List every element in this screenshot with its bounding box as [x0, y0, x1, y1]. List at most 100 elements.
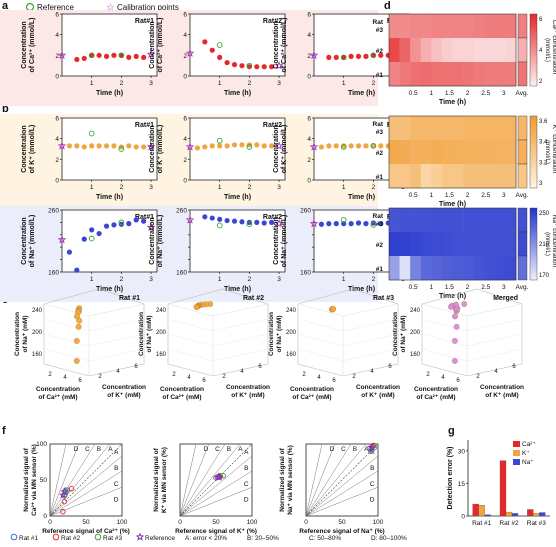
- calibration-star-icon: [185, 142, 195, 151]
- legend-item-label: Reference: [145, 535, 175, 542]
- x-tick-label: 1: [90, 276, 94, 283]
- heatmap-cell: [420, 62, 432, 87]
- reference-point: [118, 146, 125, 152]
- x-axis-label-line2: of Ca²⁺ (mM): [162, 394, 201, 401]
- y-tick-label: 6: [258, 364, 262, 370]
- z-tick-label: 160: [410, 352, 421, 358]
- legend-calibration-label: Calibration points: [117, 3, 179, 12]
- heatmap-Ca: Rat#3 #2 #1 6 4 2 Ca²⁺ concentration(mmol/L) 0.…: [373, 13, 556, 106]
- y-tick-label: 160: [48, 270, 59, 277]
- y-axis-label-line1: Concentration: [21, 21, 28, 68]
- heatmap-cell: [494, 116, 506, 141]
- x-tick-label: 2: [48, 372, 52, 378]
- row-label-rat: Rat: [373, 121, 384, 128]
- data-point: [269, 64, 275, 70]
- calibration-star-icon: [146, 49, 156, 59]
- x-axis-label: Time (h): [348, 194, 375, 201]
- heatmap-cell: [431, 208, 443, 233]
- data-point: [209, 215, 215, 221]
- x-axis-label: Reference signal of K⁺ (%): [175, 528, 257, 535]
- heatmap-cell: [431, 62, 443, 87]
- heatmap-cell: [420, 116, 432, 141]
- x-tick-label: 1: [342, 184, 346, 191]
- rat-label: Rat#1: [135, 18, 154, 25]
- data-point: [326, 221, 332, 227]
- z-tick-label: 240: [286, 308, 297, 314]
- heatmap-avg-cell: [517, 139, 528, 165]
- heatmap-cell: [399, 208, 411, 233]
- row-label: #1: [376, 174, 384, 181]
- zone-label-right: C: [370, 481, 375, 488]
- data-point: [355, 220, 362, 226]
- data-point: [348, 221, 354, 227]
- heatmap-x-axis-label: Time (h): [439, 99, 466, 106]
- legend-series-label: Na⁺: [522, 459, 534, 466]
- row-label: #2: [376, 150, 384, 157]
- y-axis-label-line2: of K⁺ (mM): [361, 392, 394, 399]
- bar: [478, 504, 485, 517]
- heatmap-x-tick-label: 3: [502, 284, 506, 291]
- data-point: [246, 219, 252, 225]
- y-tick-label: 4: [183, 32, 187, 39]
- x-tick-label: 6: [78, 378, 82, 384]
- reference-point: [246, 144, 253, 150]
- error-grid-point: [68, 485, 75, 492]
- colorbar-tick-label: 3.2: [539, 160, 548, 166]
- colorbar-tick-label: 3.6: [539, 119, 548, 125]
- scatter3d-point: [75, 323, 82, 330]
- calibration-star-icon: [146, 142, 156, 151]
- y-tick-label: 6: [512, 364, 516, 370]
- y-axis-label-line1: Normalized signal of: [279, 447, 286, 511]
- panel-title: Merged: [493, 295, 518, 302]
- y-axis-label-line2: of Ca²⁺ (mmol/L): [29, 17, 36, 72]
- legend-series-label: Ca²⁺: [522, 441, 536, 448]
- z-tick-label: 200: [410, 330, 421, 336]
- legend-swatch: [513, 441, 520, 447]
- cube-grid: [421, 303, 523, 376]
- heatmap-cell: [452, 14, 464, 39]
- zone-label-top: D: [74, 446, 79, 453]
- colorbar-label-line1: Ca²⁺ concentration: [551, 20, 556, 75]
- z-axis-label-line2: of Na⁺ (mM): [400, 315, 407, 352]
- calibration-star-icon: [146, 222, 156, 232]
- heatmap-x-axis-label: Time (h): [439, 201, 466, 208]
- heatmap-cell: [473, 232, 485, 257]
- data-point: [269, 143, 275, 149]
- zone-boundary-line: [49, 470, 123, 517]
- zone-label-right: D: [244, 497, 249, 504]
- data-point: [66, 143, 73, 149]
- heatmap-cell: [410, 38, 422, 63]
- y-axis-label: Detection error (%): [447, 446, 454, 509]
- heatmap-frame: [388, 115, 517, 189]
- z-tick-label: 240: [32, 308, 43, 314]
- zone-legend-item: B: 20–50%: [247, 535, 279, 542]
- heatmap-cell: [473, 14, 485, 39]
- x-tick-label: 0: [48, 519, 52, 526]
- zone-boundary-line: [179, 443, 197, 517]
- legend-swatch: [513, 450, 520, 456]
- heatmap-cell: [441, 208, 453, 233]
- legend-rat-marker-icon: [10, 533, 18, 541]
- x-tick-label: 2: [372, 80, 376, 87]
- zone-legend-item: C: 50–80%: [309, 535, 341, 542]
- x-tick-label: 3: [277, 80, 281, 87]
- data-point: [231, 62, 238, 68]
- heatmap-cell: [484, 140, 496, 165]
- legend-reference-label: Reference: [37, 3, 74, 12]
- data-point: [74, 56, 80, 63]
- data-point: [326, 54, 332, 61]
- data-point: [239, 142, 245, 148]
- heatmap-cell: [505, 14, 517, 39]
- y-axis-label-line1: Concentration: [21, 217, 28, 264]
- data-point: [74, 267, 80, 273]
- y-tick-label: 260: [48, 208, 59, 215]
- y-tick-label: 4: [494, 369, 498, 375]
- cube-outline: [167, 288, 269, 377]
- x-axis-label: Time (h): [96, 286, 123, 293]
- legend-swatch: [513, 459, 520, 465]
